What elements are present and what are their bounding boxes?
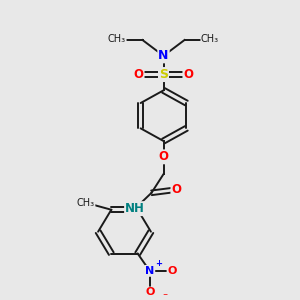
Text: ⁻: ⁻ — [162, 292, 167, 300]
Text: O: O — [171, 183, 182, 196]
Text: N: N — [145, 266, 154, 276]
Text: S: S — [159, 68, 168, 81]
Text: CH₃: CH₃ — [201, 34, 219, 44]
Text: O: O — [158, 150, 169, 163]
Text: CH₃: CH₃ — [108, 34, 126, 44]
Text: N: N — [158, 49, 169, 62]
Text: O: O — [167, 266, 177, 276]
Text: CH₃: CH₃ — [77, 197, 95, 208]
Text: O: O — [183, 68, 194, 81]
Text: +: + — [155, 259, 162, 268]
Text: O: O — [145, 287, 154, 298]
Text: O: O — [134, 68, 144, 81]
Text: NH: NH — [125, 202, 145, 215]
